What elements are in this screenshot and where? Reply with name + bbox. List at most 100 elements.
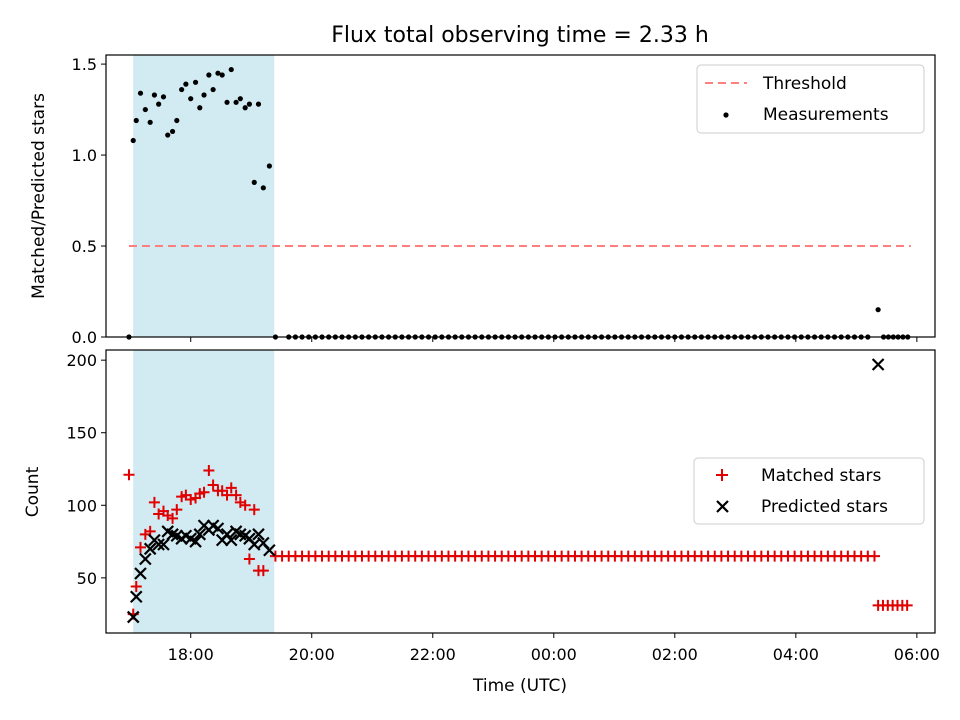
matched-star-point <box>185 493 197 505</box>
measurement-point <box>156 101 162 107</box>
predicted-star-point <box>211 522 225 535</box>
x-tick-label: 06:00 <box>894 645 940 664</box>
y-tick-label: 1.5 <box>72 55 97 74</box>
measurement-point <box>875 307 881 313</box>
predicted-star-point <box>157 538 170 551</box>
measurement-point <box>130 137 136 144</box>
measurement-point <box>197 105 203 111</box>
predicted-star-point <box>252 528 265 541</box>
matched-star-point <box>171 504 183 516</box>
y-tick-label: 150 <box>66 424 97 443</box>
measurement-point <box>137 90 144 96</box>
predicted-star-point <box>166 528 179 541</box>
predicted-star-point <box>220 528 234 541</box>
predicted-star-point <box>189 535 202 548</box>
matched-star-point <box>198 486 210 498</box>
measurement-point <box>224 99 230 105</box>
matched-star-point <box>257 565 269 577</box>
top-panel: 0.0 0.5 1.0 1.5 Matched/Predicted stars Thr… <box>29 54 936 347</box>
measurement-point <box>192 79 199 85</box>
top-y-axis-label: Matched/Predicted stars <box>29 93 49 299</box>
measurement-point <box>147 119 153 125</box>
chart-title: Flux total observing time = 2.33 h <box>331 23 709 48</box>
x-tick-label: 20:00 <box>289 645 335 664</box>
measurement-point <box>219 72 225 78</box>
measurement-point <box>228 66 234 73</box>
matched-star-point <box>230 489 242 501</box>
measurement-point <box>160 94 167 100</box>
matched-star-point <box>868 550 880 562</box>
matched-star-points <box>123 464 913 620</box>
predicted-star-point <box>224 533 238 547</box>
top-legend-box <box>696 64 925 134</box>
measurement-point <box>255 101 262 107</box>
matched-legend-swatch <box>716 469 728 481</box>
y-tick-label: 200 <box>66 351 97 370</box>
measurement-point <box>210 86 216 93</box>
measurement-point <box>251 179 257 185</box>
matched-star-point <box>134 541 146 553</box>
measurements-legend-label: Measurements <box>763 105 889 125</box>
matched-star-point <box>225 482 237 494</box>
bottom-legend-box <box>693 457 925 525</box>
predicted-legend-label: Predicted stars <box>761 497 888 517</box>
predicted-legend-swatch <box>716 500 729 513</box>
measurement-point <box>142 106 148 113</box>
bottom-panel: 50 100 150 200 Count Matched stars Predicte… <box>23 337 940 696</box>
measurement-point <box>215 70 221 76</box>
measurement-point <box>201 92 207 98</box>
x-tick-label: 04:00 <box>773 645 819 664</box>
x-tick-label: 22:00 <box>410 645 456 664</box>
predicted-star-point <box>263 543 276 557</box>
measurement-point <box>188 96 194 102</box>
matched-legend-label: Matched stars <box>761 466 881 486</box>
measurement-point <box>165 132 171 138</box>
measurement-point <box>246 101 253 107</box>
matched-star-point <box>123 469 135 481</box>
predicted-star-point <box>126 610 140 624</box>
measurement-point <box>260 185 266 191</box>
predicted-star-point <box>129 590 143 603</box>
top-y-axis: 0.0 0.5 1.0 1.5 <box>72 55 106 347</box>
x-tick-label: 18:00 <box>168 645 214 664</box>
matched-star-point <box>130 581 142 593</box>
measurement-point <box>206 72 212 78</box>
y-tick-label: 1.0 <box>72 146 97 165</box>
threshold-legend-label: Threshold <box>762 74 847 94</box>
y-tick-label: 100 <box>66 496 97 515</box>
bottom-axes-frame <box>105 349 936 634</box>
bottom-y-axis: 50 100 150 200 <box>66 351 106 588</box>
measurement-point <box>237 96 243 102</box>
bottom-legend: Matched stars Predicted stars <box>693 457 925 525</box>
matched-star-point <box>167 512 179 524</box>
top-axes-frame <box>105 54 936 338</box>
predicted-star-point <box>143 542 157 556</box>
measurement-point <box>183 81 189 87</box>
measurement-point <box>151 92 158 98</box>
predicted-star-point <box>152 538 165 551</box>
bottom-y-axis-label: Count <box>23 466 43 517</box>
measurement-point <box>133 117 139 124</box>
y-tick-label: 0.0 <box>72 328 97 347</box>
x-tick-label: 02:00 <box>652 645 698 664</box>
matched-star-point <box>239 499 251 511</box>
measurement-point <box>174 117 180 124</box>
predicted-star-point <box>134 567 147 580</box>
x-tick-label: 00:00 <box>531 645 577 664</box>
matched-star-point <box>207 479 219 491</box>
measurements-legend-swatch <box>723 112 729 118</box>
matched-star-point <box>901 599 913 611</box>
matched-star-point <box>203 464 215 476</box>
measurement-point <box>242 105 248 111</box>
measurement-point <box>169 128 176 135</box>
measurement-point <box>179 86 185 93</box>
predicted-star-point <box>139 552 152 566</box>
x-axis: 18:00 20:00 22:00 00:00 02:00 04:00 06:00 <box>168 337 940 664</box>
top-legend: Threshold Measurements <box>696 64 925 134</box>
predicted-star-point <box>193 528 207 541</box>
measurement-point <box>233 99 239 105</box>
predicted-star-point <box>871 358 885 371</box>
measurement-point <box>266 163 272 169</box>
x-axis-label: Time (UTC) <box>472 676 567 696</box>
